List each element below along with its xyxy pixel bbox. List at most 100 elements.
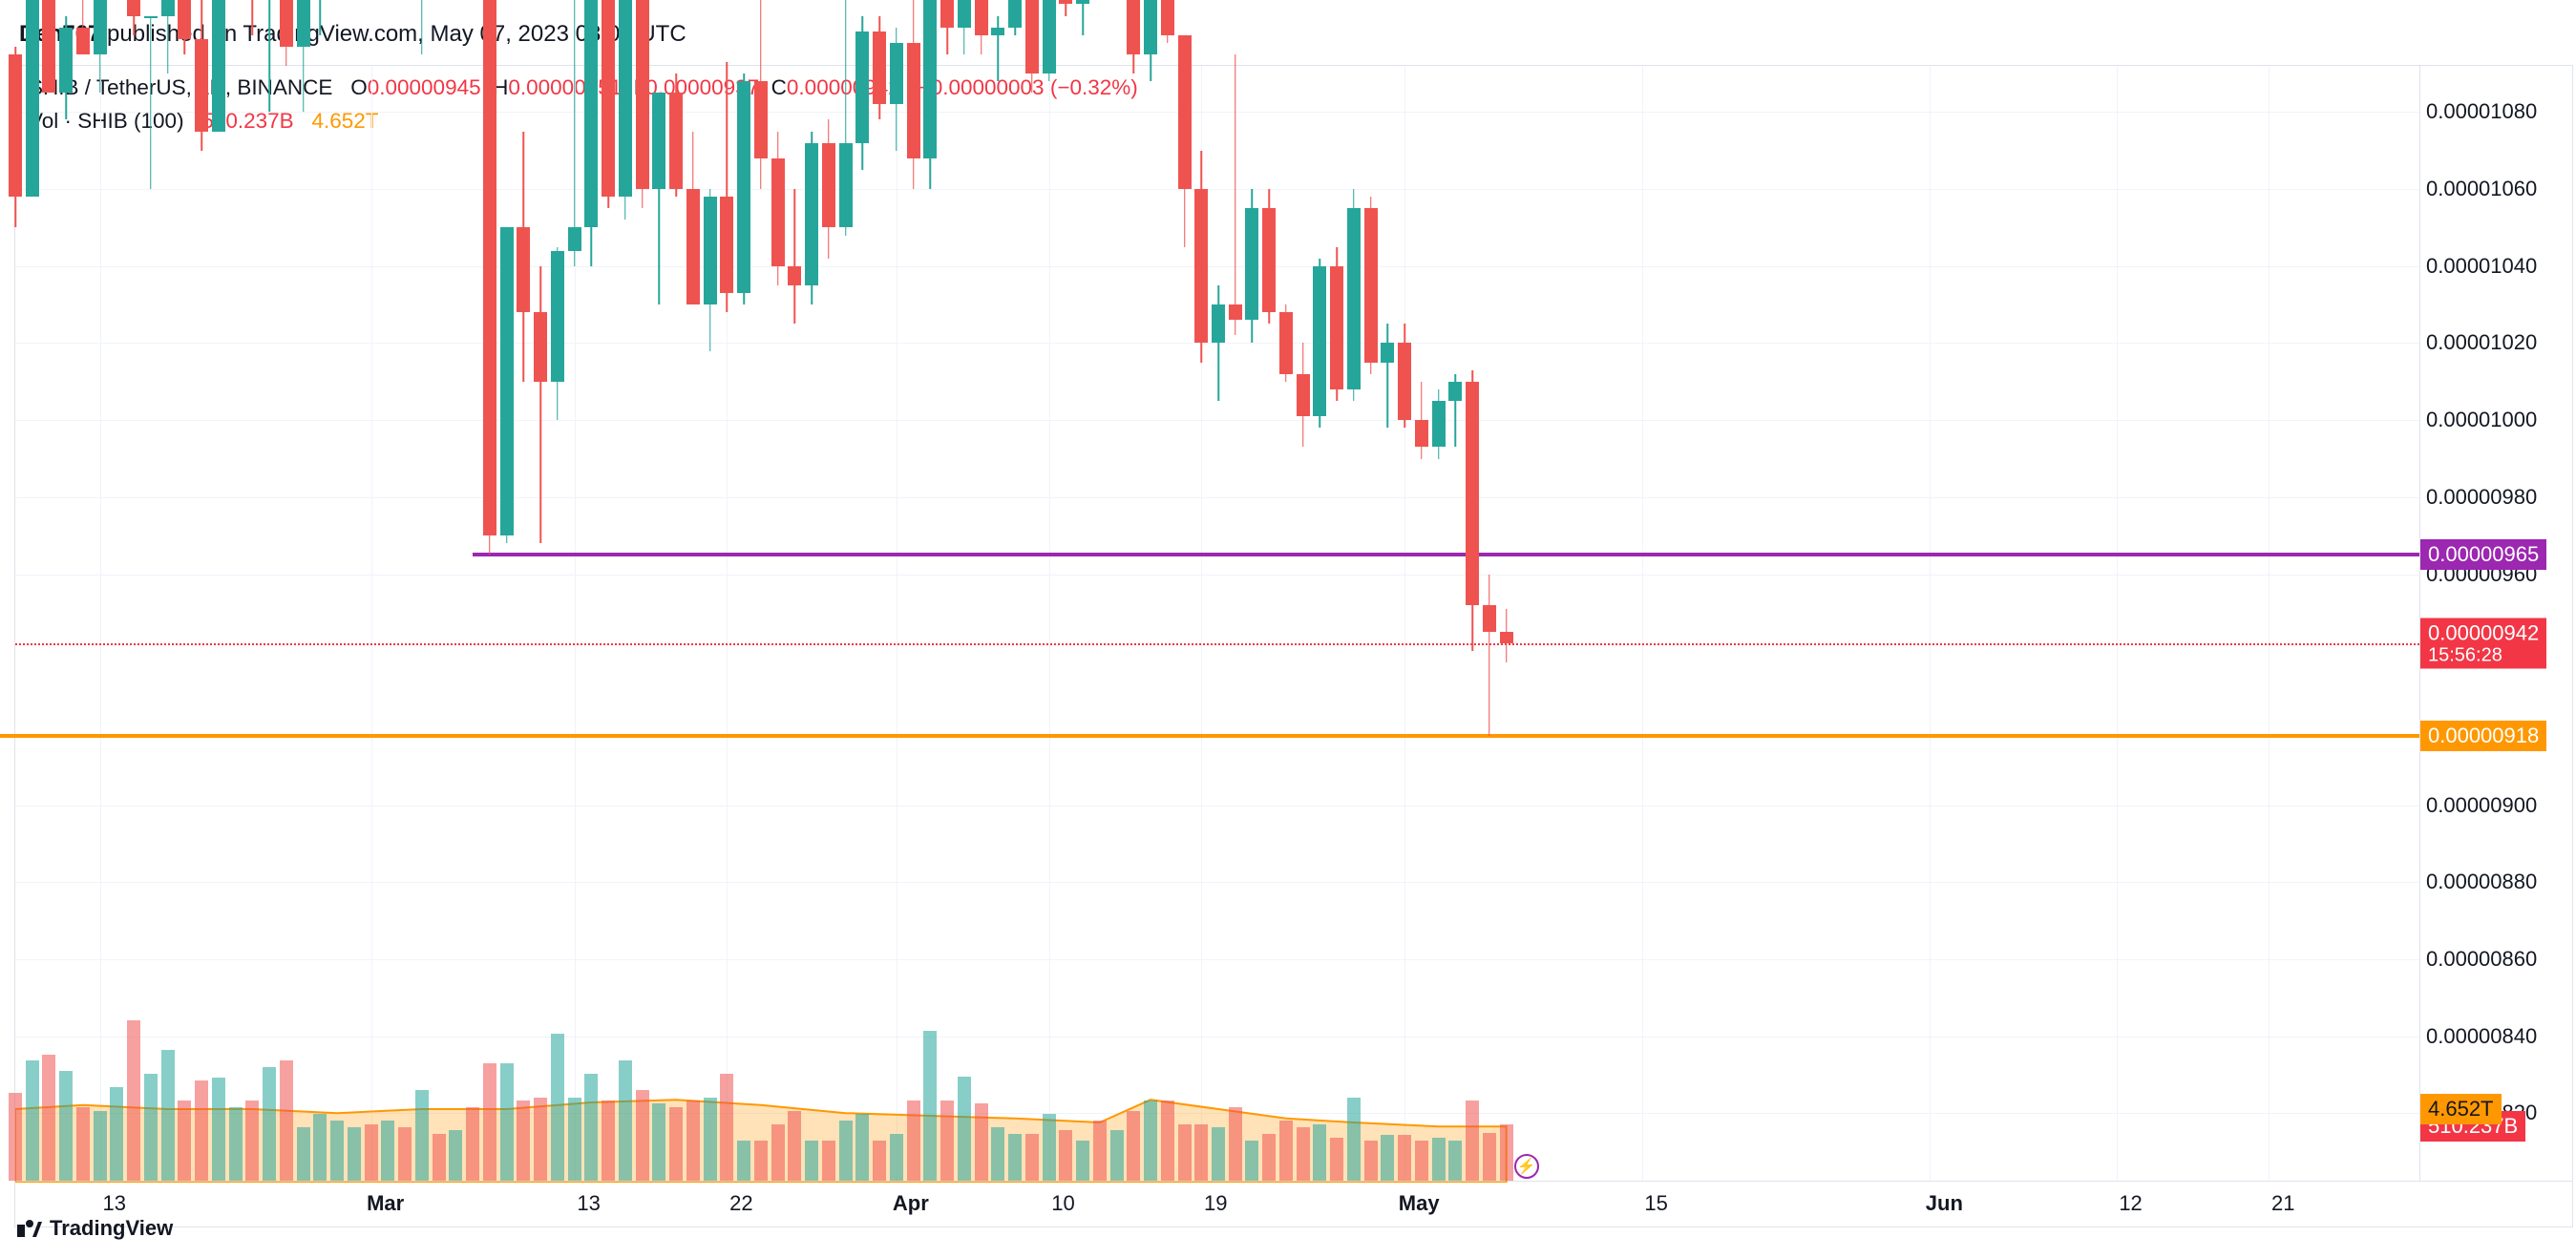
volume-bar (940, 1101, 954, 1181)
symbol: SHIB / TetherUS, 1D, BINANCE (29, 75, 332, 99)
candle-body (1212, 304, 1225, 343)
candle-body (1127, 0, 1140, 54)
volume-bar (805, 1141, 818, 1181)
volume-bar (737, 1141, 750, 1181)
candle-body (940, 0, 954, 28)
volume-bar (1161, 1101, 1174, 1181)
candle-body (771, 158, 785, 266)
y-axis[interactable]: 0.000010800.000010600.000010400.00001020… (2420, 65, 2573, 1182)
volume-bar (584, 1074, 598, 1181)
candle-body (1144, 0, 1157, 54)
gridline-v (1049, 66, 1050, 1181)
candle-body (280, 0, 293, 47)
volume-bar (9, 1093, 22, 1181)
volume-bar (1448, 1141, 1462, 1181)
volume-bar (1178, 1124, 1192, 1181)
volume-bar (1279, 1121, 1293, 1181)
volume-bar (212, 1078, 225, 1181)
gridline-h (15, 112, 2419, 113)
horizontal-line-purple[interactable] (473, 553, 2419, 556)
volume-bar (975, 1103, 988, 1181)
x-axis[interactable]: 13Mar1322Apr1019May15Jun1221 (14, 1182, 2573, 1227)
volume-bar (415, 1090, 429, 1181)
candle-body (1229, 304, 1242, 320)
o-val: 0.00000945 (368, 75, 481, 99)
gridline-v (2269, 66, 2270, 1181)
chart-area[interactable]: SHIB / TetherUS, 1D, BINANCE O0.00000945… (14, 65, 2420, 1182)
gridline-h (15, 266, 2419, 267)
y-tick-label: 0.00001000 (2426, 408, 2537, 432)
candle-body (1483, 605, 1496, 632)
last-price-tag: 0.0000094215:56:28 (2420, 619, 2546, 669)
replay-icon[interactable]: ⚡ (1514, 1154, 1539, 1179)
candle-body (907, 43, 920, 158)
volume-bar (1381, 1135, 1394, 1181)
volume-bar (1008, 1134, 1022, 1181)
gridline-h (15, 959, 2419, 960)
candle-body (195, 39, 208, 132)
candle-body (1381, 343, 1394, 362)
candle-body (873, 31, 886, 105)
candle-body (669, 93, 683, 189)
candle-wick (794, 189, 796, 324)
volume-bar (771, 1124, 785, 1181)
volume-bar (330, 1121, 344, 1181)
gridline-h (15, 806, 2419, 807)
y-tick-label: 0.00000860 (2426, 947, 2537, 972)
volume-bar (245, 1101, 259, 1181)
volume-bar (178, 1101, 191, 1181)
volume-bar (398, 1127, 412, 1181)
candle-body (297, 0, 310, 47)
volume-bar (839, 1121, 853, 1181)
candle-wick (998, 16, 1000, 82)
volume-bar (619, 1060, 632, 1181)
candle-body (923, 0, 937, 158)
candle-body (500, 227, 514, 535)
candle-body (1347, 208, 1361, 389)
volume-bar (1313, 1124, 1326, 1181)
candle-wick (268, 0, 270, 112)
volume-bar (720, 1074, 733, 1181)
candle-body (1161, 0, 1174, 35)
gridline-h (15, 575, 2419, 576)
horizontal-line-orange[interactable] (0, 734, 2419, 738)
volume-bar (890, 1134, 903, 1181)
y-tick-label: 0.00000900 (2426, 793, 2537, 818)
candle-body (720, 197, 733, 293)
gridline-h (15, 1113, 2419, 1114)
gridline-v (2117, 66, 2118, 1181)
candle-body (704, 197, 717, 304)
candle-body (652, 93, 665, 189)
volume-bar (42, 1055, 55, 1181)
volume-bar (313, 1114, 327, 1181)
volume-bar (127, 1020, 140, 1181)
candle-body (1364, 208, 1378, 362)
volume-bar (500, 1063, 514, 1181)
volume-bar (855, 1114, 869, 1181)
candle-wick (252, 0, 254, 35)
candle-body (76, 28, 90, 54)
candle-body (686, 189, 700, 304)
volume-bar (1364, 1141, 1378, 1181)
candle-body (127, 0, 140, 16)
candle-body (1076, 0, 1089, 4)
volume-bar (348, 1127, 361, 1181)
candle-body (1279, 312, 1293, 374)
candle-body (788, 266, 801, 285)
candle-body (1466, 382, 1479, 605)
candle-body (144, 16, 158, 18)
volume-bar (1297, 1127, 1310, 1181)
x-tick-label: Apr (893, 1191, 929, 1216)
volume-bar (297, 1127, 310, 1181)
volume-bar (76, 1107, 90, 1181)
volume-bar (907, 1101, 920, 1181)
volume-bar (568, 1098, 581, 1181)
volume-bar (534, 1098, 547, 1181)
volume-bar (1025, 1134, 1039, 1181)
candle-wick (421, 0, 423, 54)
change: −0.00000003 (−0.32%) (918, 75, 1138, 99)
y-tick-label: 0.00001060 (2426, 177, 2537, 201)
candle-wick (539, 266, 541, 543)
candle-body (178, 0, 191, 39)
candle-body (1043, 0, 1056, 73)
